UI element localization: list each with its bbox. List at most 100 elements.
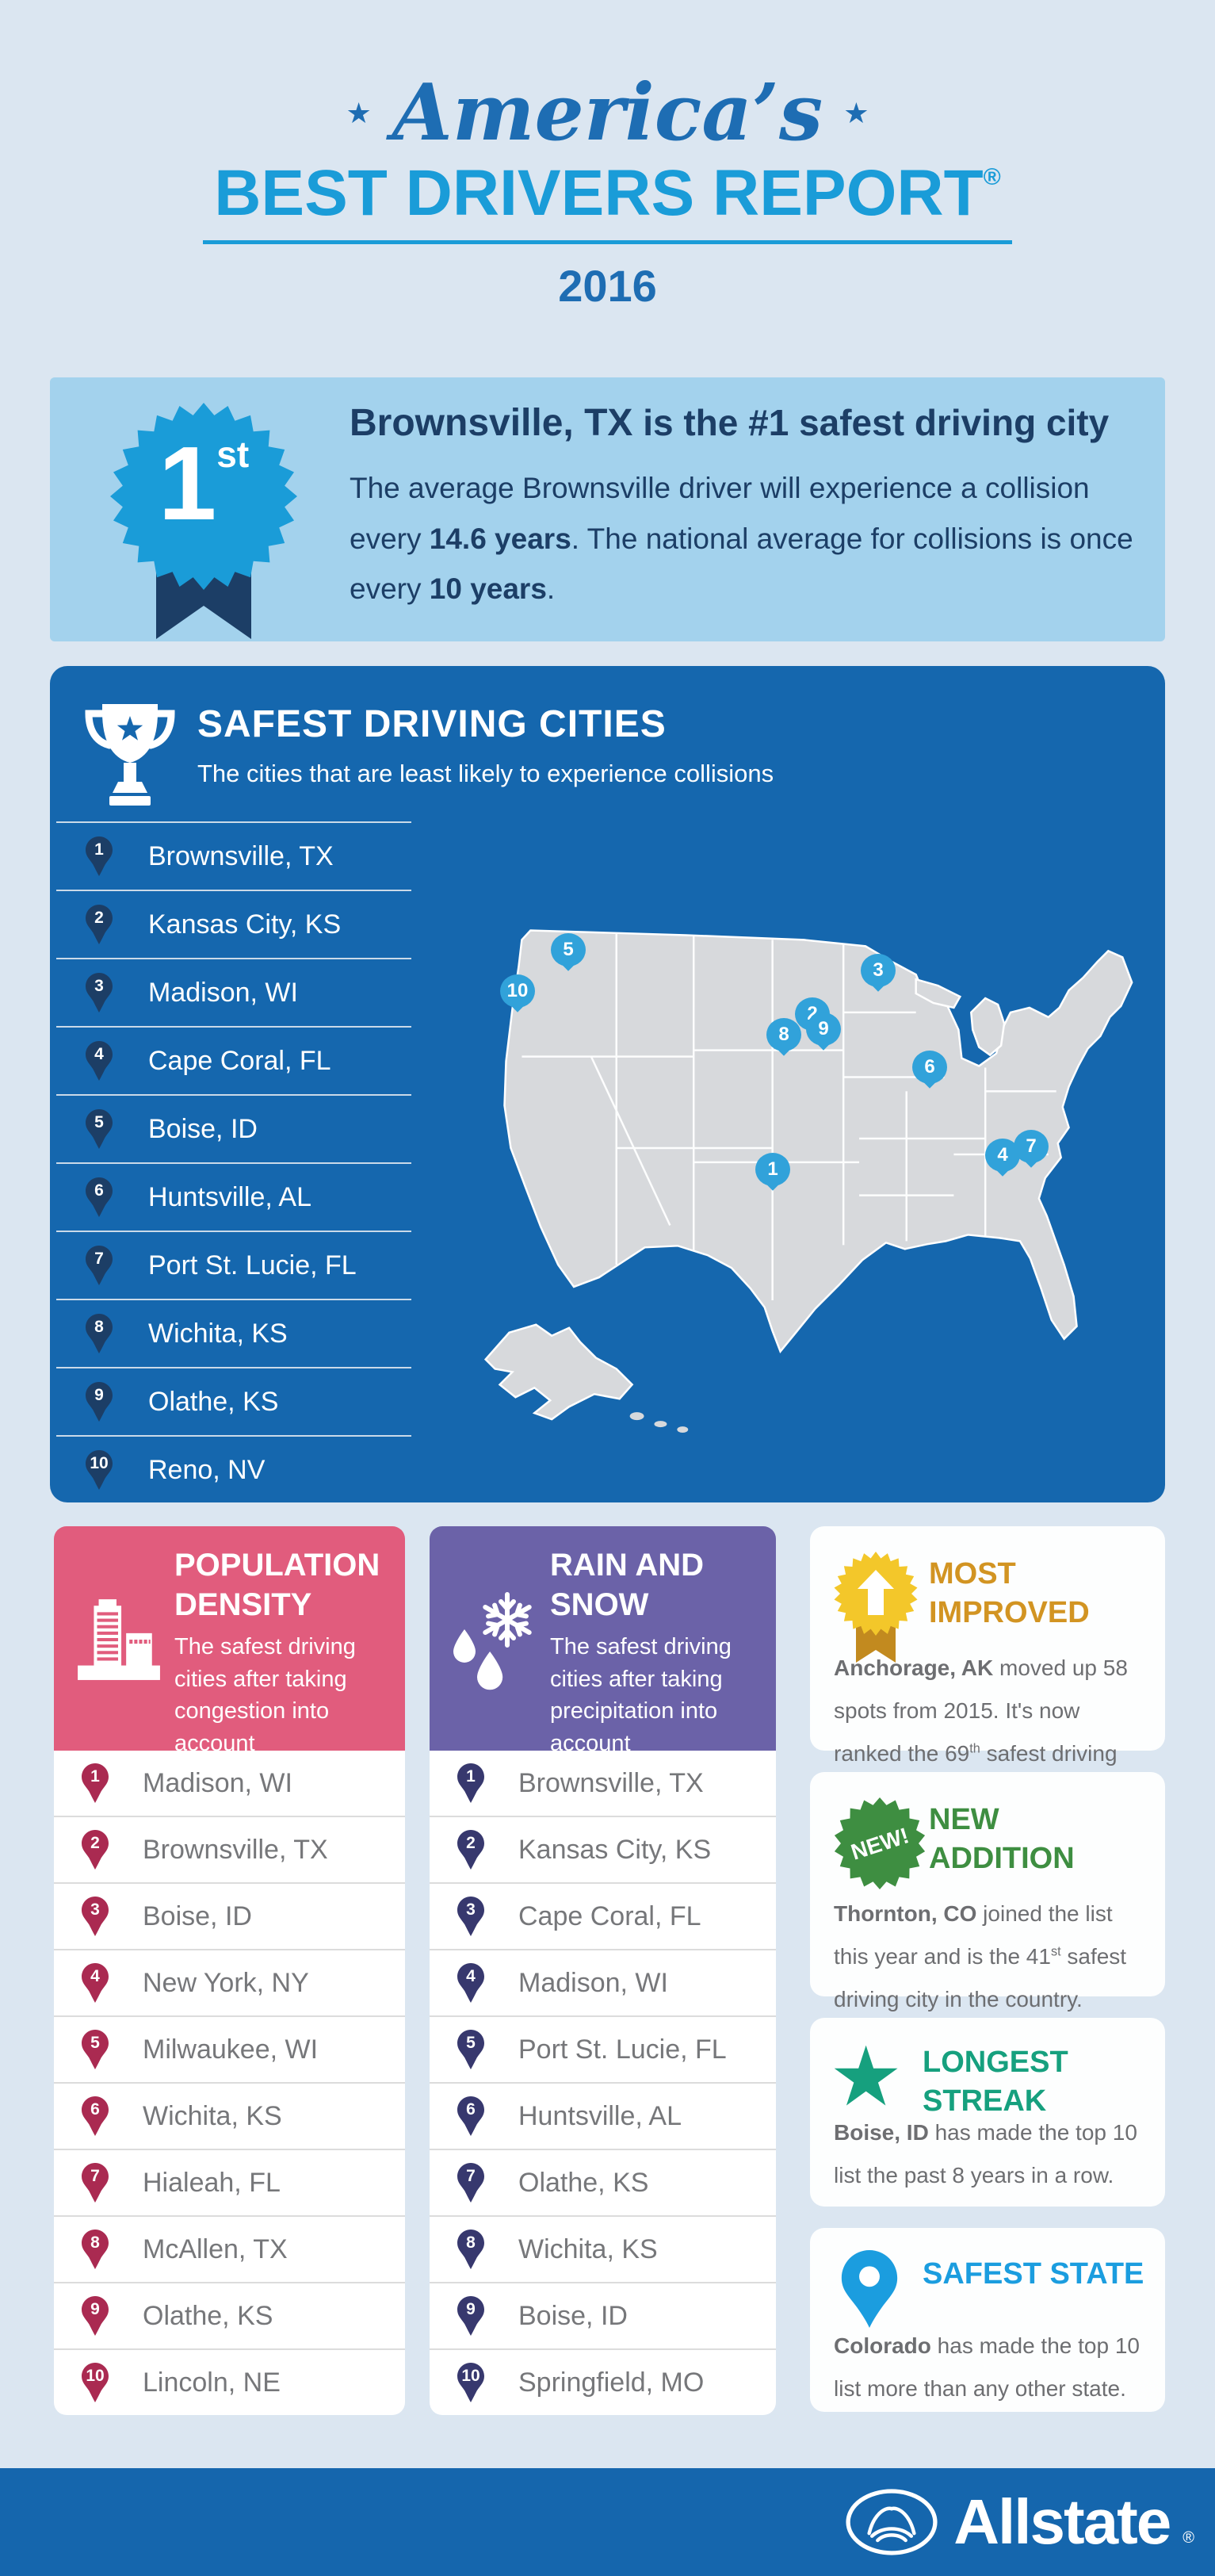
- list-item: 2 Kansas City, KS: [430, 1816, 776, 1882]
- script-title: America’s: [392, 67, 823, 159]
- map-pin-icon: 1: [755, 1153, 790, 1192]
- rank-pin-icon: 9: [457, 2295, 485, 2337]
- rank-pin-icon: 4: [81, 1962, 109, 2004]
- rank-pin-icon: 9: [85, 1381, 113, 1422]
- city-label: Wichita, KS: [143, 2100, 282, 2131]
- list-item: 6 Huntsville, AL: [56, 1162, 411, 1231]
- rank-pin-icon: 3: [85, 972, 113, 1013]
- rank-pin-icon: 5: [85, 1108, 113, 1150]
- city-label: Huntsville, AL: [518, 2100, 682, 2131]
- column-title: POPULATION DENSITY: [174, 1548, 380, 1622]
- rank-pin-icon: 9: [81, 2295, 109, 2337]
- us-map: 1 2 3 4 5: [434, 853, 1159, 1440]
- safest-state-card: SAFEST STATE Colorado has made the top 1…: [810, 2228, 1165, 2412]
- map-pin-icon: 10: [500, 974, 535, 1014]
- city-label: Boise, ID: [518, 2300, 628, 2331]
- map-pin-icon: 3: [861, 954, 896, 993]
- city-label: Springfield, MO: [518, 2367, 705, 2398]
- rank-pin-icon: 10: [457, 2362, 485, 2403]
- list-item: 10 Springfield, MO: [430, 2348, 776, 2415]
- star-icon: ★: [829, 2028, 904, 2125]
- rank-pin-icon: 3: [81, 1896, 109, 1937]
- main-title: BEST DRIVERS REPORT®: [203, 156, 1012, 244]
- new-addition-card: NEW! NEW ADDITION Thornton, CO joined th…: [810, 1772, 1165, 2011]
- panel-title: SAFEST DRIVING CITIES: [197, 703, 667, 745]
- list-item: 3 Cape Coral, FL: [430, 1882, 776, 1949]
- map-pin-icon: 5: [551, 933, 586, 973]
- list-item: 3 Boise, ID: [54, 1882, 405, 1949]
- map-pin-icon: 9: [806, 1012, 841, 1052]
- column-subtitle: The safest driving cities after taking c…: [174, 1634, 356, 1756]
- city-label: Madison, WI: [518, 1967, 668, 1998]
- city-label: Milwaukee, WI: [143, 2034, 319, 2065]
- city-label: Boise, ID: [143, 1900, 252, 1931]
- rank-pin-icon: 8: [81, 2229, 109, 2270]
- footer-bar: Allstate ®: [0, 2468, 1215, 2576]
- list-item: 4 Madison, WI: [430, 1949, 776, 2015]
- column-title: RAIN AND SNOW: [550, 1548, 705, 1622]
- city-label: Hialeah, FL: [143, 2167, 281, 2198]
- safest-cities-list: 1 Brownsville, TX 2 Kansas City, KS: [56, 821, 411, 1503]
- city-label: Kansas City, KS: [518, 1834, 712, 1865]
- rank-pin-icon: 1: [81, 1763, 109, 1804]
- snowflake-raindrops-icon: [453, 1592, 532, 1690]
- rank-pin-icon: 1: [457, 1763, 485, 1804]
- rank-pin-icon: 6: [81, 2096, 109, 2137]
- card-title: MOST IMPROVED: [929, 1557, 1090, 1630]
- card-body: Anchorage, AK moved up 58 spots from 201…: [834, 1655, 1128, 1808]
- list-item: 1 Brownsville, TX: [56, 823, 411, 890]
- rain-and-snow-list: 1 Brownsville, TX 2 Kansas City, KS: [430, 1751, 776, 2415]
- city-label: Madison, WI: [148, 977, 298, 1008]
- list-item: 8 Wichita, KS: [56, 1299, 411, 1367]
- city-label: Boise, ID: [148, 1113, 258, 1144]
- list-item: 1 Madison, WI: [54, 1751, 405, 1816]
- population-density-header: POPULATION DENSITY The safest driving ci…: [54, 1526, 405, 1756]
- city-label: Huntsville, AL: [148, 1181, 311, 1212]
- banner-body: The average Brownsville driver will expe…: [350, 472, 1133, 606]
- report-year: 2016: [558, 260, 657, 311]
- rank-pin-icon: 3: [457, 1896, 485, 1937]
- star-icon: ★: [843, 97, 869, 130]
- list-item: 5 Milwaukee, WI: [54, 2015, 405, 2082]
- city-label: Cape Coral, FL: [148, 1045, 331, 1076]
- map-pin-icon: 6: [912, 1051, 947, 1090]
- card-title: NEW ADDITION: [929, 1803, 1075, 1876]
- rank-pin-icon: 8: [85, 1313, 113, 1354]
- city-label: Brownsville, TX: [143, 1834, 328, 1865]
- allstate-logo: Allstate ®: [842, 2486, 1194, 2559]
- registered-mark: ®: [983, 163, 1001, 190]
- column-subtitle: The safest driving cities after taking p…: [550, 1634, 732, 1756]
- population-density-list: 1 Madison, WI 2 Brownsville, TX: [54, 1751, 405, 2415]
- infographic-header: ★ America’s ★ BEST DRIVERS REPORT® 2016: [0, 67, 1215, 312]
- list-item: 2 Brownsville, TX: [54, 1816, 405, 1882]
- city-label: McAllen, TX: [143, 2233, 288, 2264]
- city-label: Lincoln, NE: [143, 2367, 281, 2398]
- rank-pin-icon: 7: [457, 2162, 485, 2203]
- rank-pin-icon: 4: [85, 1040, 113, 1081]
- list-item: 7 Olathe, KS: [430, 2149, 776, 2215]
- city-label: Port St. Lucie, FL: [518, 2034, 727, 2065]
- city-label: Kansas City, KS: [148, 909, 342, 940]
- rank-pin-icon: 4: [457, 1962, 485, 2004]
- rank-pin-icon: 6: [457, 2096, 485, 2137]
- longest-streak-card: ★ LONGEST STREAK Boise, ID has made the …: [810, 2018, 1165, 2207]
- list-item: 9 Olathe, KS: [54, 2282, 405, 2348]
- city-label: New York, NY: [143, 1967, 309, 1998]
- list-item: 1 Brownsville, TX: [430, 1751, 776, 1816]
- list-item: 4 New York, NY: [54, 1949, 405, 2015]
- trophy-icon: [85, 704, 175, 806]
- city-label: Wichita, KS: [518, 2233, 658, 2264]
- buildings-icon: [78, 1599, 160, 1680]
- city-label: Reno, NV: [148, 1454, 266, 1485]
- safest-cities-panel: SAFEST DRIVING CITIES The cities that ar…: [50, 666, 1165, 1502]
- gold-ribbon-arrow-icon: [834, 1552, 918, 1663]
- card-title: SAFEST STATE: [923, 2257, 1144, 2291]
- city-label: Olathe, KS: [143, 2300, 273, 2331]
- list-item: 4 Cape Coral, FL: [56, 1026, 411, 1094]
- city-label: Madison, WI: [143, 1767, 292, 1798]
- card-body: Colorado has made the top 10 list more t…: [834, 2333, 1140, 2401]
- list-item: 5 Boise, ID: [56, 1094, 411, 1162]
- list-item: 8 McAllen, TX: [54, 2215, 405, 2282]
- rank-pin-icon: 8: [457, 2229, 485, 2270]
- rank-pin-icon: 1: [85, 836, 113, 877]
